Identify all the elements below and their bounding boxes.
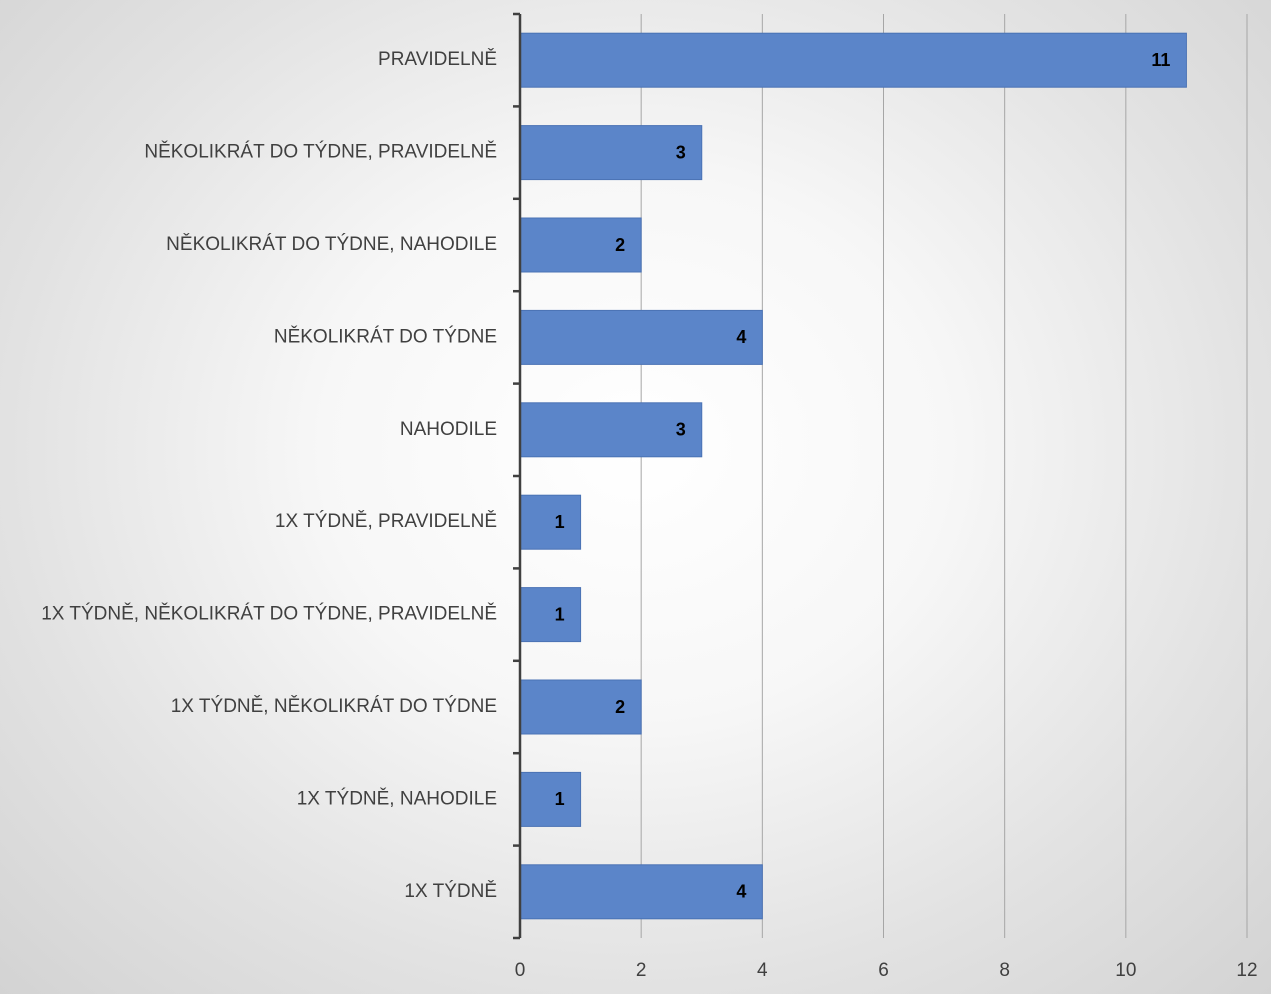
data-label: 3 [676,142,686,162]
x-tick-label: 6 [878,960,889,981]
x-tick-label: 2 [636,960,647,981]
data-label: 1 [555,604,565,624]
category-label: 1X TÝDNĚ, NĚKOLIKRÁT DO TÝDNE, PRAVIDELN… [41,603,497,625]
category-label: NĚKOLIKRÁT DO TÝDNE [274,325,497,347]
x-tick-label: 4 [757,960,768,981]
bar [520,772,581,826]
data-label: 3 [676,420,686,440]
data-label: 4 [736,327,746,347]
bars [520,33,1186,919]
bar [520,865,762,919]
bar [520,588,581,642]
data-label: 1 [555,512,565,532]
category-label: 1X TÝDNĚ, NĚKOLIKRÁT DO TÝDNE [171,695,497,717]
x-tick-label: 10 [1115,960,1136,981]
bar [520,403,702,457]
x-tick-label: 12 [1236,960,1257,981]
category-axis [513,14,520,938]
data-label: 1 [555,789,565,809]
gridlines [641,14,1247,938]
bar [520,495,581,549]
category-label: NĚKOLIKRÁT DO TÝDNE, PRAVIDELNĚ [144,141,497,163]
bar [520,126,702,180]
x-tick-label: 8 [999,960,1010,981]
category-labels: PRAVIDELNĚ NĚKOLIKRÁT DO TÝDNE, PRAVIDELN… [41,48,497,902]
category-label: 1X TÝDNĚ, PRAVIDELNĚ [275,510,497,532]
category-label: NĚKOLIKRÁT DO TÝDNE, NAHODILE [166,233,497,255]
value-tick-labels: 0 2 4 6 8 10 12 [515,960,1258,981]
data-label: 11 [1151,50,1170,70]
category-label: 1X TÝDNĚ, NAHODILE [297,787,497,809]
bar [520,310,762,364]
category-label: NAHODILE [400,419,497,440]
category-label: PRAVIDELNĚ [378,48,497,70]
category-label: 1X TÝDNĚ [404,880,497,902]
data-label: 4 [736,882,746,902]
data-label: 2 [615,235,625,255]
x-tick-label: 0 [515,960,526,981]
data-label: 2 [615,697,625,717]
bar [520,33,1186,87]
